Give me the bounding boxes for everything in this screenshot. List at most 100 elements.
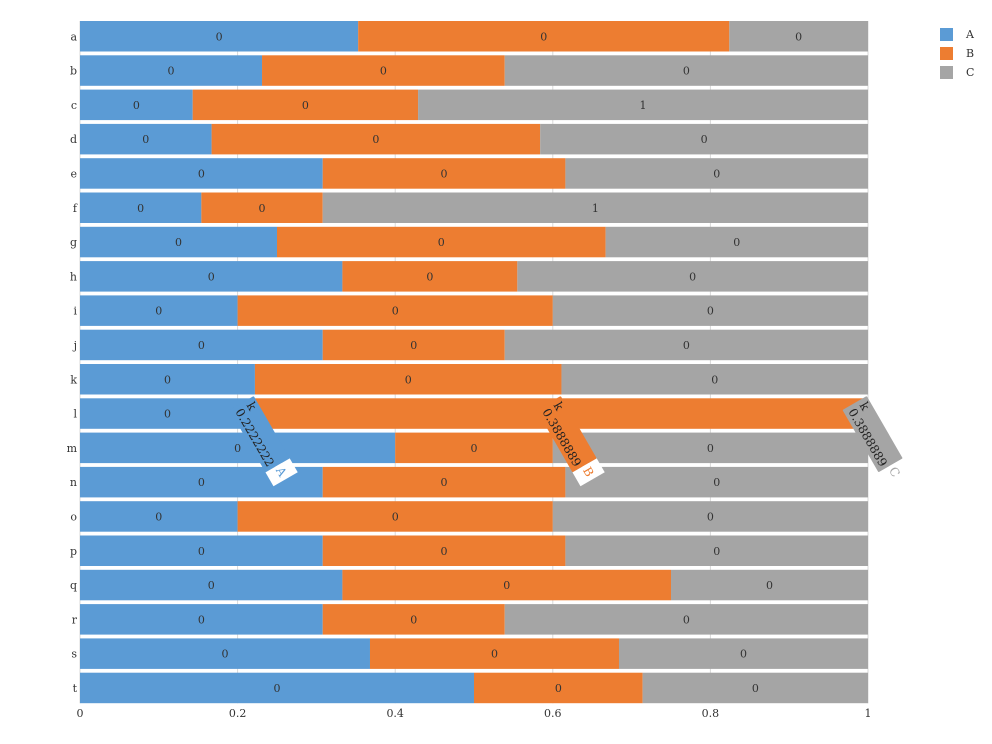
bar-B-k	[254, 364, 562, 395]
bar-C-e	[565, 158, 868, 189]
data-label: 0	[707, 510, 714, 523]
data-label: 1	[592, 202, 599, 215]
y-tick-label: a	[70, 30, 77, 43]
data-label: 0	[701, 133, 708, 146]
bar-A-l	[80, 398, 255, 429]
bar-B-b	[262, 55, 505, 86]
x-axis-ticks: 0 0.2 0.4 0.6 0.8 1	[77, 707, 872, 720]
bar-A-g	[80, 226, 277, 258]
bar-A-t	[80, 672, 474, 704]
y-tick-label: b	[70, 65, 77, 78]
data-label: 0	[198, 339, 205, 352]
bar-C-i	[552, 295, 868, 326]
y-tick-label: n	[70, 476, 77, 489]
bar-B-e	[322, 158, 566, 189]
bar-A-b	[80, 55, 263, 86]
tooltip-box	[229, 396, 290, 472]
bar-C-q	[671, 569, 868, 601]
bar-A-s	[80, 638, 370, 669]
legend-swatch-A	[940, 28, 953, 41]
data-label: 0	[208, 270, 215, 283]
data-label: 0	[198, 476, 205, 489]
bar-B-t	[474, 672, 643, 704]
bar-A-e	[80, 158, 323, 189]
legend-swatch-C	[940, 66, 953, 79]
y-tick-label: k	[70, 373, 77, 386]
data-label: 0	[302, 99, 309, 112]
data-label: 0	[707, 305, 714, 318]
bar-A-c	[80, 89, 193, 121]
y-tick-label: l	[73, 408, 77, 421]
data-label: 0	[164, 373, 171, 386]
y-tick-label: o	[70, 510, 77, 523]
y-axis-ticks: a b c d e f g h i j k l m n o p q r s t	[67, 30, 78, 695]
data-label: 0	[372, 133, 379, 146]
bar-B-i	[237, 295, 553, 326]
bar-C-m	[552, 432, 868, 464]
y-tick-label: c	[71, 99, 77, 112]
data-label: 0	[168, 65, 175, 78]
data-label: 0	[198, 167, 205, 180]
bar-C-t	[642, 672, 868, 704]
data-label: 0	[689, 270, 696, 283]
y-tick-label: m	[67, 442, 78, 455]
y-tick-label: q	[70, 579, 77, 592]
bar-A-h	[80, 261, 343, 292]
data-label: 0	[441, 167, 448, 180]
data-label: 0	[491, 648, 498, 661]
data-label: 0	[155, 510, 162, 523]
bar-B-p	[322, 535, 566, 566]
bar-B-q	[342, 569, 671, 601]
bar-A-f	[80, 192, 202, 223]
bar-B-s	[369, 638, 619, 669]
data-label: 0	[713, 167, 720, 180]
data-label: 0	[410, 339, 417, 352]
data-label: 0	[752, 682, 759, 695]
data-label: 0	[683, 613, 690, 626]
y-tick-label: f	[73, 202, 78, 215]
x-tick-label: 0.4	[386, 707, 404, 720]
bar-C-p	[565, 535, 868, 566]
data-label: 0	[198, 545, 205, 558]
tooltip-tag	[265, 458, 298, 487]
bar-B-m	[395, 432, 553, 464]
data-label: 0	[441, 476, 448, 489]
data-label: 0	[259, 202, 266, 215]
data-label: 0	[683, 339, 690, 352]
bar-A-r	[80, 604, 323, 635]
data-label: 0	[733, 236, 740, 249]
bar-C-d	[540, 123, 868, 155]
data-label: 0	[142, 133, 149, 146]
data-label: 0	[707, 442, 714, 455]
data-label: 1	[640, 99, 647, 112]
bar-C-s	[618, 638, 868, 669]
bar-A-k	[80, 364, 255, 395]
bar-B-a	[358, 21, 730, 52]
data-label: 0	[221, 648, 228, 661]
legend-label-C: C	[966, 66, 974, 79]
bar-B-g	[277, 226, 606, 258]
tooltip-box	[536, 396, 597, 472]
data-label: 0	[133, 99, 140, 112]
tooltip-box	[842, 396, 903, 472]
bar-B-j	[322, 329, 505, 361]
data-label: 0	[471, 442, 478, 455]
data-label: 0	[713, 545, 720, 558]
data-label: 0	[503, 579, 510, 592]
bar-A-j	[80, 329, 323, 361]
data-label: 0	[438, 236, 445, 249]
bar-B-h	[342, 261, 518, 292]
data-label: 0	[198, 613, 205, 626]
bar-C-f	[322, 192, 869, 223]
legend-swatch-B	[940, 47, 953, 60]
data-label: 0	[234, 442, 241, 455]
legend: ABC	[940, 28, 975, 79]
data-label: 0	[740, 648, 747, 661]
x-tick-label: 1	[865, 707, 872, 720]
data-label: 0	[795, 30, 802, 43]
x-tick-label: 0.6	[544, 707, 562, 720]
data-label: 0	[392, 510, 399, 523]
bar-C-r	[504, 604, 868, 635]
data-label: 0	[713, 476, 720, 489]
